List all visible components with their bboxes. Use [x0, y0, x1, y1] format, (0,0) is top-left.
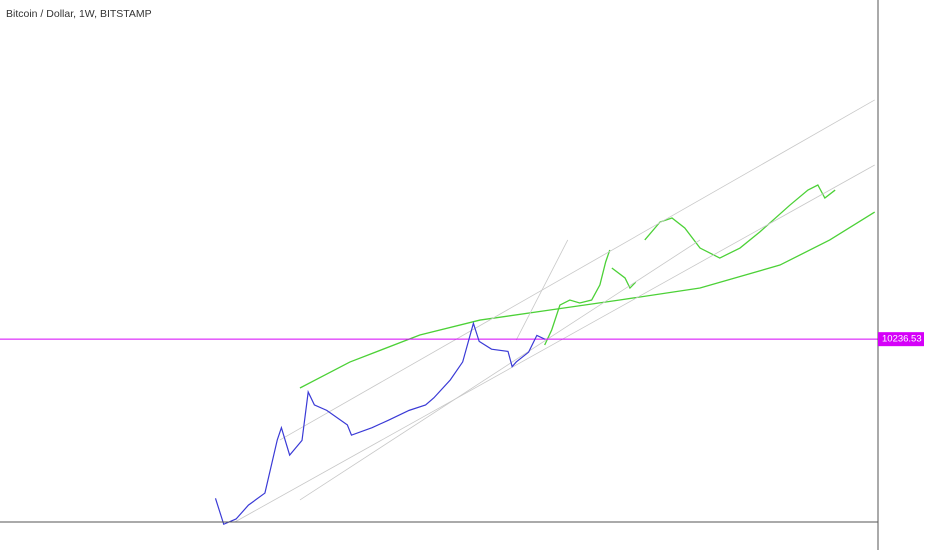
axes: 10236.53 — [878, 332, 924, 347]
last-price-badge — [878, 332, 924, 347]
last-price-label: 10236.53 — [882, 334, 922, 345]
projection-curve — [299, 211, 876, 389]
trend-line — [515, 239, 569, 341]
projection-curve — [544, 249, 611, 346]
price-line — [214, 321, 546, 526]
trend-line — [234, 164, 875, 523]
projection-curve — [644, 184, 836, 259]
trend-line — [299, 239, 701, 501]
projection-curve — [611, 267, 637, 290]
chart-title: Bitcoin / Dollar, 1W, BITSTAMP — [6, 8, 152, 20]
plot-area — [0, 99, 878, 526]
trend-line — [279, 99, 875, 441]
